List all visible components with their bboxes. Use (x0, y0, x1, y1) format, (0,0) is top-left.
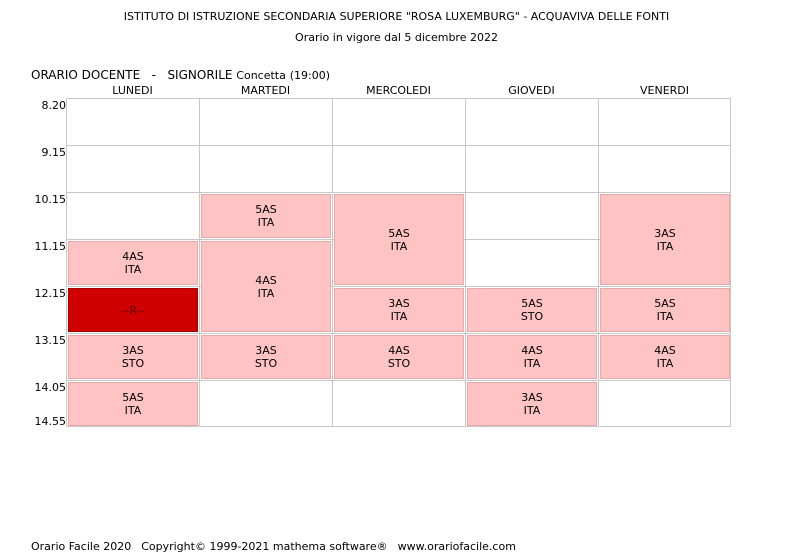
time-label: 8.20 (41, 99, 67, 112)
lesson-class: 5AS (521, 297, 543, 310)
lesson-class: 3AS (255, 344, 277, 357)
timetable-grid: 4AS ITA --R-- 3AS STO 5AS ITA 5AS ITA 4AS ITA 3AS ST… (66, 98, 731, 427)
lesson-subject: ITA (257, 286, 275, 300)
grid-row-line (67, 145, 730, 146)
separator: - (151, 68, 156, 82)
time-label: 10.15 (34, 193, 67, 206)
lesson-cell: 3AS STO (201, 335, 331, 379)
grid-column-line (332, 99, 333, 426)
time-label: 12.15 (34, 287, 67, 300)
lesson-cell: 5AS ITA (334, 194, 464, 285)
teacher-header: ORARIO DOCENTE - SIGNORILE Concetta (19:… (31, 68, 330, 82)
lesson-class: 4AS (122, 250, 144, 263)
lesson-class: 4AS (388, 344, 410, 357)
lesson-subject: STO (387, 357, 411, 370)
lesson-class: 3AS (521, 391, 543, 404)
grid-row-line (67, 286, 730, 287)
lesson-subject: ITA (523, 357, 541, 370)
teacher-surname: SIGNORILE (167, 68, 233, 82)
day-header-friday: VENERDI (639, 84, 689, 97)
teacher-given-name: Concetta (236, 69, 286, 82)
time-label: 9.15 (41, 146, 67, 159)
lesson-subject: STO (121, 357, 145, 370)
day-header-thursday: GIOVEDI (508, 84, 555, 97)
lesson-subject: ITA (656, 310, 674, 323)
footer-website: www.orariofacile.com (397, 540, 516, 553)
lesson-class: 5AS (255, 203, 277, 216)
lesson-subject: ITA (656, 357, 674, 370)
time-label: 14.55 (34, 415, 67, 428)
lesson-class: 5AS (122, 391, 144, 404)
day-header-wednesday: MERCOLEDI (366, 84, 431, 97)
lesson-subject: STO (254, 357, 278, 370)
lesson-class: 3AS (654, 226, 676, 240)
footer: Orario Facile 2020 Copyright© 1999-2021 m… (31, 540, 526, 553)
lesson-cell: 5AS ITA (68, 382, 198, 426)
absence-cell: --R-- (68, 288, 198, 332)
grid-row-line (67, 380, 730, 381)
grid-column-line (598, 99, 599, 426)
lesson-class: 5AS (654, 297, 676, 310)
day-header-tuesday: MARTEDI (240, 84, 291, 97)
lesson-class: 3AS (388, 297, 410, 310)
lesson-cell: 5AS STO (467, 288, 597, 332)
footer-product: Orario Facile 2020 (31, 540, 132, 553)
lesson-cell: 4AS ITA (600, 335, 730, 379)
schedule-type-label: ORARIO DOCENTE (31, 68, 141, 82)
grid-column-line (465, 99, 466, 426)
day-header-monday: LUNEDI (112, 84, 153, 97)
lesson-class: 3AS (122, 344, 144, 357)
lesson-cell: 3AS ITA (334, 288, 464, 332)
lesson-class: 5AS (388, 226, 410, 240)
lesson-cell: 5AS ITA (600, 288, 730, 332)
validity-date: Orario in vigore dal 5 dicembre 2022 (295, 31, 498, 44)
lesson-cell: 5AS ITA (201, 194, 331, 238)
grid-row-line (67, 192, 730, 193)
grid-column-line (199, 99, 200, 426)
lesson-subject: ITA (390, 239, 408, 253)
grid-row-line (67, 333, 730, 334)
lesson-subject: STO (520, 310, 544, 323)
institute-title: ISTITUTO DI ISTRUZIONE SECONDARIA SUPERI… (123, 10, 670, 23)
lesson-class: 4AS (255, 273, 277, 287)
lesson-class: 4AS (654, 344, 676, 357)
time-label: 11.15 (34, 240, 67, 253)
lesson-cell: 4AS ITA (467, 335, 597, 379)
lesson-subject: ITA (390, 310, 408, 323)
lesson-cell: 4AS ITA (68, 241, 198, 285)
lesson-subject: ITA (124, 263, 142, 276)
teacher-weekly-hours: (19:00) (289, 69, 330, 82)
lesson-cell: 3AS ITA (467, 382, 597, 426)
lesson-subject: ITA (523, 404, 541, 417)
lesson-subject: ITA (656, 239, 674, 253)
lesson-cell: 4AS ITA (201, 241, 331, 332)
footer-copyright: Copyright© 1999-2021 mathema software® (141, 540, 388, 553)
time-label: 13.15 (34, 334, 67, 347)
lesson-cell: 3AS ITA (600, 194, 730, 285)
lesson-cell: 3AS STO (68, 335, 198, 379)
lesson-class: --R-- (121, 303, 145, 317)
time-label: 14.05 (34, 381, 67, 394)
lesson-cell: 4AS STO (334, 335, 464, 379)
lesson-class: 4AS (521, 344, 543, 357)
lesson-subject: ITA (257, 216, 275, 229)
lesson-subject: ITA (124, 404, 142, 417)
